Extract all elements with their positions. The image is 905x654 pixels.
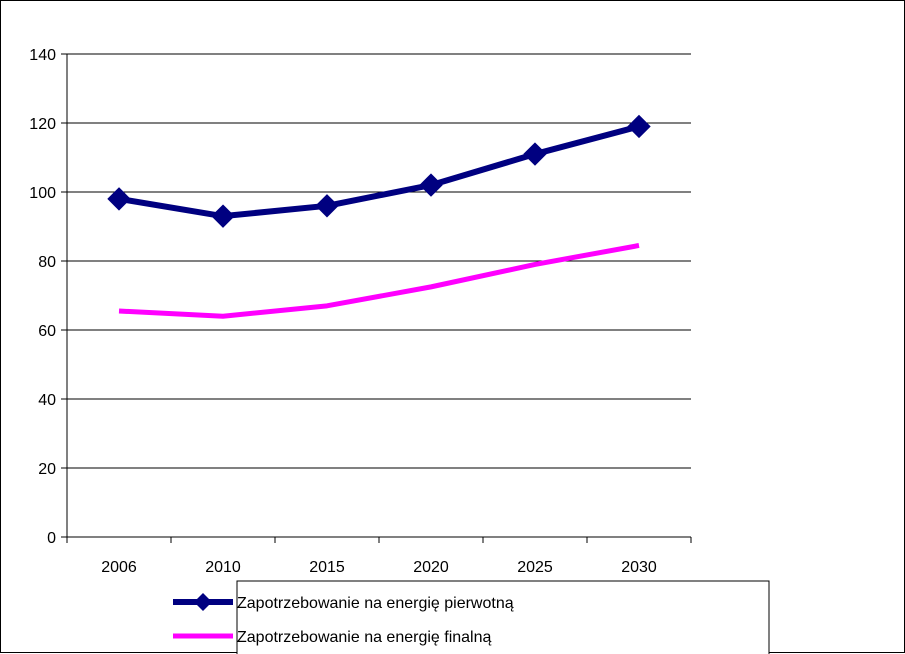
x-tick-label: 2006 [101,559,137,576]
data-point-marker [211,204,235,228]
data-point-marker [627,114,651,139]
legend-box [236,580,770,654]
series-line-0 [118,123,640,220]
y-tick-label: 140 [29,47,56,64]
y-tick-label: 0 [47,530,56,547]
series [107,114,651,319]
data-point-marker [315,194,339,218]
legend-swatch-marker [194,593,212,611]
x-tick-label: 2010 [205,559,241,576]
y-tick-label: 20 [38,461,56,478]
data-point-marker [419,173,443,197]
x-tick-label: 2030 [621,559,657,576]
legend-label: Zapotrzebowanie na energię pierwotną [237,595,514,612]
gridlines [67,53,691,469]
x-tick-label: 2025 [517,559,553,576]
x-tick-label: 2020 [413,559,449,576]
y-tick-label: 100 [29,185,56,202]
axes: 0 20 40 60 80 100 120 140 2006 2010 2015 2020 2025 20… [29,47,692,576]
y-tick-label: 120 [29,116,56,133]
legend-label: Zapotrzebowanie na energię finalną [237,629,492,646]
series-line-1 [118,243,640,319]
x-tick-label: 2015 [309,559,345,576]
y-tick-label: 60 [38,323,56,340]
legend: Zapotrzebowanie na energię pierwotną Zapo… [173,580,770,654]
y-tick-label: 80 [38,254,56,271]
y-tick-label: 40 [38,392,56,409]
data-point-marker [523,142,547,166]
data-point-marker [107,187,131,211]
